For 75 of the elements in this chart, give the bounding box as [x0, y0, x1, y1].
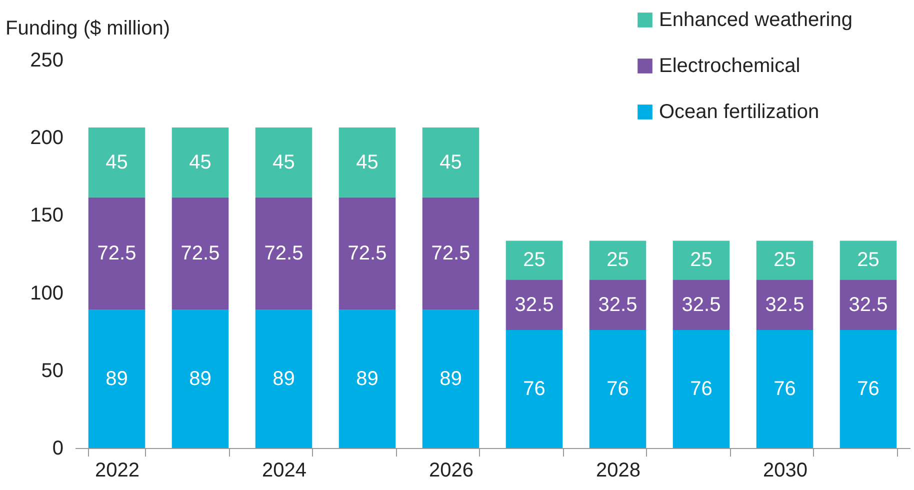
data-label: 25	[690, 249, 712, 272]
data-label: 32.5	[765, 294, 804, 316]
data-label: 45	[356, 151, 378, 174]
bar	[840, 280, 897, 330]
bar	[88, 128, 146, 198]
bar	[338, 128, 396, 198]
data-label: 76	[857, 378, 880, 400]
bar	[88, 197, 146, 310]
data-label: 25	[523, 249, 546, 272]
bar	[422, 197, 480, 310]
data-label: 45	[272, 151, 295, 174]
x-tick-label: 2024	[262, 460, 306, 482]
data-label: 76	[523, 378, 546, 400]
data-label: 72.5	[180, 242, 220, 265]
bar	[172, 310, 229, 448]
data-label: 76	[606, 378, 629, 400]
data-label: 32.5	[598, 294, 638, 316]
data-label: 76	[774, 378, 796, 400]
bar	[255, 197, 312, 310]
bar	[338, 310, 396, 448]
legend-label: Ocean fertilization	[659, 101, 820, 123]
y-tick-label: 100	[30, 282, 64, 304]
bar	[672, 240, 730, 280]
data-label: 45	[189, 151, 212, 174]
bar	[88, 310, 146, 448]
bar	[422, 310, 480, 448]
x-tick-label: 2030	[763, 460, 808, 482]
y-tick-label: 0	[52, 438, 64, 460]
bar	[506, 240, 563, 280]
bar	[840, 330, 897, 448]
bar	[589, 330, 646, 448]
data-label: 32.5	[848, 294, 888, 316]
data-label: 32.5	[514, 294, 554, 316]
bar	[756, 330, 814, 448]
data-label: 89	[106, 368, 128, 390]
bar	[672, 330, 730, 448]
bar	[422, 128, 480, 198]
data-label: 89	[189, 368, 212, 390]
legend-label: Electrochemical	[659, 55, 800, 77]
data-label: 25	[857, 249, 880, 272]
bar	[506, 280, 563, 330]
x-tick-label: 2028	[596, 460, 640, 482]
data-label: 25	[774, 249, 796, 272]
y-axis-title: Funding ($ million)	[6, 18, 170, 40]
bar	[756, 280, 814, 330]
data-label: 72.5	[348, 242, 387, 265]
bar	[172, 197, 229, 310]
bar	[255, 310, 312, 448]
y-tick-label: 50	[41, 360, 64, 382]
data-label: 89	[356, 368, 378, 390]
data-label: 72.5	[431, 242, 470, 265]
bar	[589, 240, 646, 280]
bar	[589, 280, 646, 330]
bar	[172, 128, 229, 198]
y-tick-label: 200	[30, 127, 64, 150]
data-label: 25	[606, 249, 629, 272]
bar	[672, 280, 730, 330]
bar	[255, 128, 312, 198]
bar	[338, 197, 396, 310]
data-label: 89	[272, 368, 295, 390]
data-label: 72.5	[97, 242, 136, 265]
bar	[840, 240, 897, 280]
x-tick-label: 2022	[95, 460, 140, 482]
y-tick-label: 150	[30, 204, 64, 227]
data-label: 32.5	[682, 294, 721, 316]
data-label: 45	[440, 151, 462, 174]
y-tick-label: 250	[30, 50, 64, 72]
bar	[756, 240, 814, 280]
data-label: 72.5	[264, 242, 304, 265]
data-label: 76	[690, 378, 712, 400]
data-label: 89	[440, 368, 462, 390]
legend-label: Enhanced weathering	[659, 9, 852, 31]
data-label: 45	[106, 151, 128, 174]
x-tick-label: 2026	[429, 460, 474, 482]
bar	[506, 330, 563, 448]
